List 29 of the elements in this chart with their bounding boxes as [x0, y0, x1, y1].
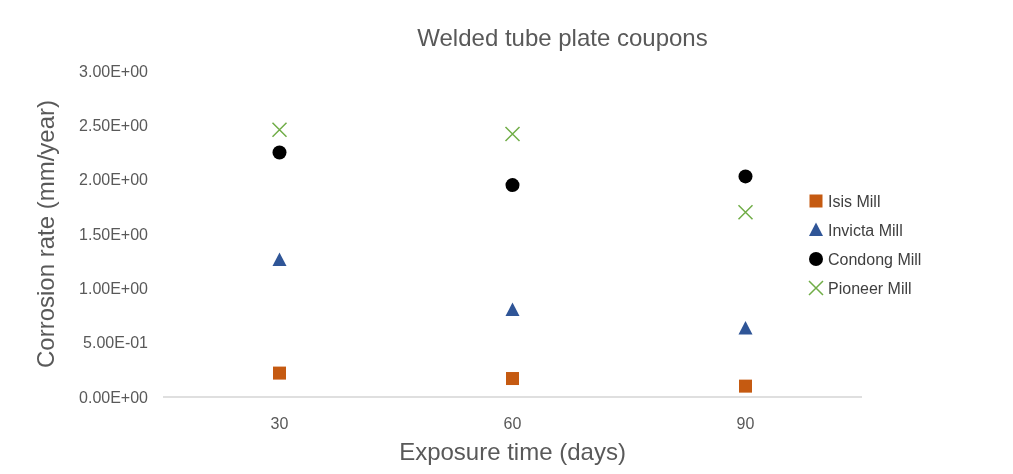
legend-label: Condong Mill — [828, 250, 922, 268]
legend-label: Isis Mill — [828, 192, 881, 210]
point — [505, 178, 520, 193]
x-tick-label: 60 — [503, 415, 522, 432]
y-tick-label: 3.00E+00 — [79, 62, 149, 80]
point — [738, 321, 753, 335]
point — [273, 366, 286, 380]
point — [738, 169, 753, 184]
point — [272, 145, 287, 160]
x-tick-label: 30 — [270, 415, 289, 432]
y-tick-label: 2.00E+00 — [79, 171, 149, 189]
y-tick-label: 5.00E-01 — [83, 334, 149, 352]
point — [506, 372, 519, 386]
point — [504, 126, 521, 142]
point — [271, 121, 288, 138]
point — [739, 379, 752, 393]
point — [737, 204, 754, 221]
x-axis-title: Exposure time (days) — [399, 438, 626, 465]
y-tick-label: 1.50E+00 — [79, 225, 149, 243]
chart-title: Welded tube plate coupons — [417, 24, 708, 51]
point — [272, 252, 287, 267]
point — [505, 302, 520, 317]
y-tick-label: 1.00E+00 — [79, 279, 149, 297]
legend-label: Invicta Mill — [828, 221, 903, 239]
y-axis-title: Corrosion rate (mm/year) — [32, 99, 59, 369]
y-tick-label: 0.00E+00 — [79, 388, 149, 406]
x-tick-label: 90 — [736, 415, 755, 432]
legend-label: Pioneer Mill — [828, 279, 912, 297]
y-tick-label: 2.50E+00 — [79, 116, 149, 134]
